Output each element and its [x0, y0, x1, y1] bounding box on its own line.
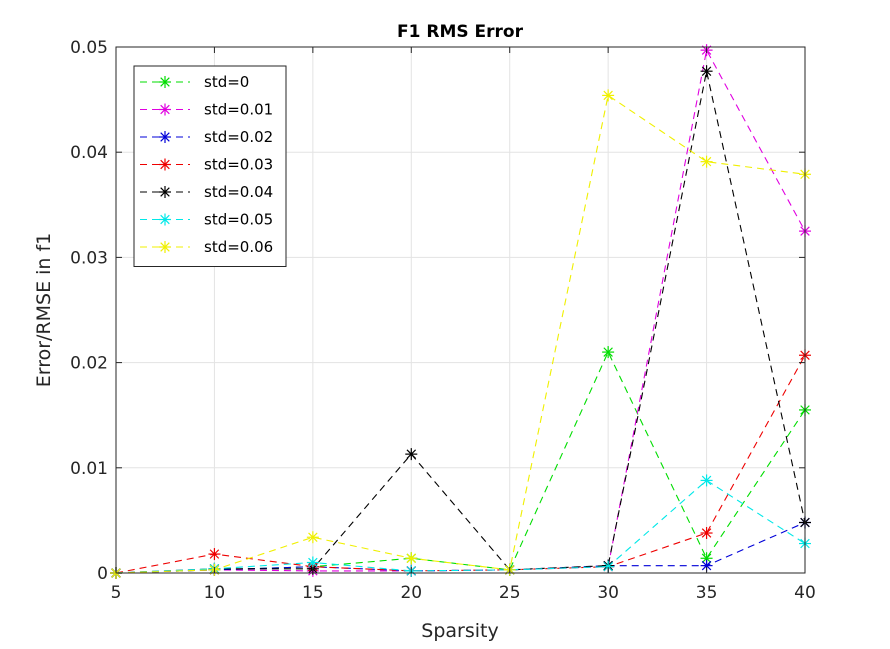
data-point: [700, 155, 713, 168]
y-tick-label: 0.04: [70, 143, 108, 163]
axis-ticks: 5 10 15 20 25 30 35 40 0 0.01 0.02 0.03 0.04 0.05: [70, 38, 816, 603]
legend: std=0 std=0.01 std=0.02 std=0.03 std=0.04 std…: [133, 65, 287, 267]
legend-item: std=0.02: [140, 128, 273, 146]
data-point: [405, 448, 418, 461]
legend-item: std=0.06: [140, 238, 273, 256]
series-line: [115, 479, 806, 574]
x-tick-label: 10: [204, 583, 226, 603]
series-line: [115, 354, 806, 574]
plot-frame: [115, 46, 806, 574]
data-point: [700, 474, 713, 487]
data-point: [159, 158, 171, 171]
x-tick-label: 20: [400, 583, 422, 603]
data-point: [405, 552, 418, 565]
data-point: [159, 186, 171, 198]
data-point: [700, 527, 713, 540]
data-point: [208, 548, 221, 561]
x-tick-label: 5: [111, 583, 122, 603]
legend-item: std=0.03: [140, 156, 273, 174]
series-line: [115, 94, 806, 574]
data-point: [159, 213, 171, 226]
legend-item: std=0.01: [140, 101, 273, 119]
x-tick-label: 25: [499, 583, 521, 603]
data-point: [700, 559, 713, 572]
data-point: [159, 131, 171, 143]
data-point: [700, 552, 713, 565]
y-tick-label: 0.01: [70, 459, 108, 479]
legend-label: std=0.03: [204, 156, 273, 174]
legend-label: std=0: [204, 73, 249, 91]
legend-label: std=0.01: [204, 101, 273, 119]
legend-item: std=0.05: [140, 211, 273, 229]
data-point: [602, 89, 615, 102]
data-point: [700, 65, 713, 78]
legend-label: std=0.06: [204, 238, 273, 256]
data-point: [159, 241, 171, 253]
y-tick-label: 0: [97, 564, 108, 584]
data-point: [306, 531, 319, 544]
legend-item: std=0: [140, 73, 249, 91]
data-point: [306, 556, 319, 569]
y-axis-label: Error/RMSE in f1: [33, 233, 55, 388]
legend-box: [133, 65, 287, 267]
y-tick-label: 0.05: [70, 38, 108, 58]
x-axis-label: Sparsity: [421, 620, 498, 642]
legend-label: std=0.05: [204, 211, 273, 229]
legend-label: std=0.04: [204, 183, 273, 201]
data-point: [602, 346, 615, 359]
x-tick-label: 40: [794, 583, 816, 603]
x-tick-label: 35: [696, 583, 718, 603]
legend-item: std=0.04: [140, 183, 273, 201]
x-tick-label: 30: [597, 583, 619, 603]
data-point: [159, 103, 171, 116]
legend-label: std=0.02: [204, 128, 273, 146]
x-tick-label: 15: [302, 583, 324, 603]
chart-title: F1 RMS Error: [397, 22, 524, 42]
series-line: [115, 48, 806, 574]
y-tick-label: 0.02: [70, 354, 108, 374]
y-tick-label: 0.03: [70, 248, 108, 268]
data-point: [159, 76, 171, 88]
series-line: [115, 71, 806, 574]
